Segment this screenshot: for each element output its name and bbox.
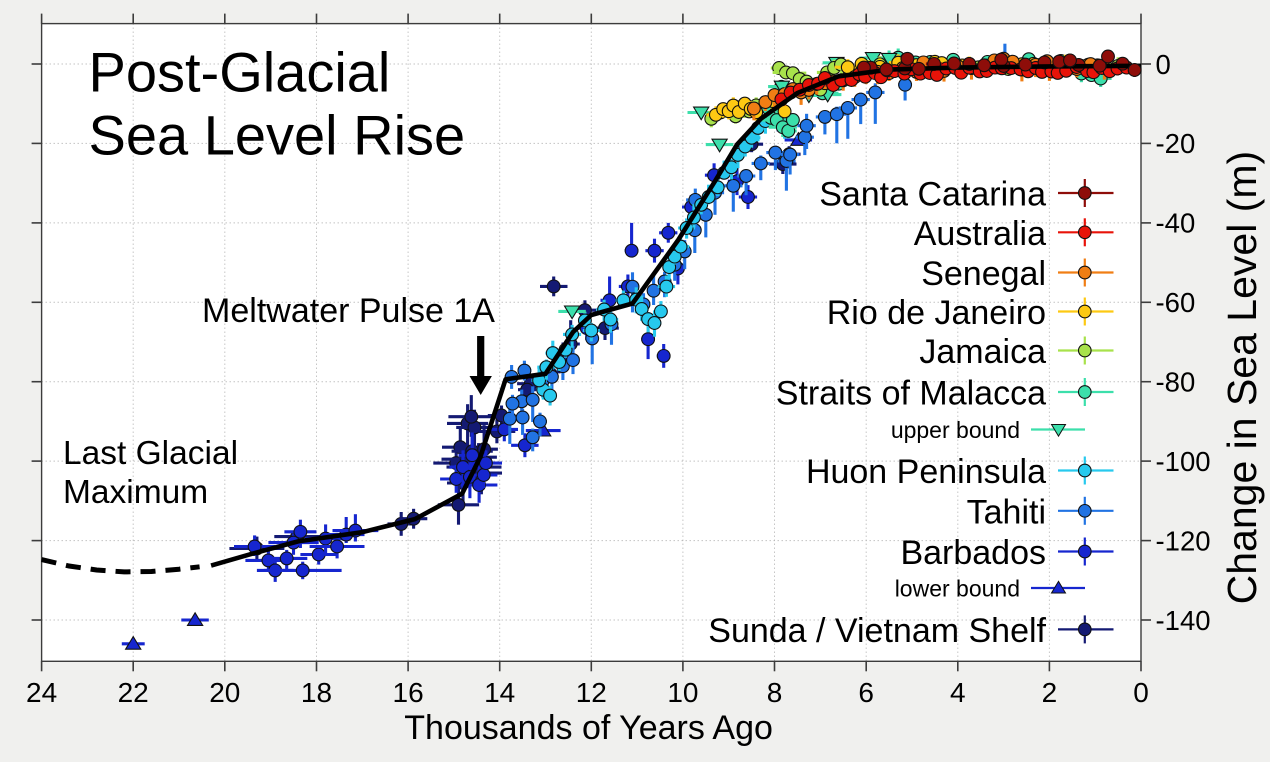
svg-text:Jamaica: Jamaica bbox=[919, 333, 1046, 371]
svg-text:Rio de Janeiro: Rio de Janeiro bbox=[827, 294, 1046, 332]
svg-text:16: 16 bbox=[393, 677, 424, 708]
svg-text:Santa Catarina: Santa Catarina bbox=[819, 176, 1046, 214]
svg-text:6: 6 bbox=[858, 677, 874, 708]
svg-text:-60: -60 bbox=[1156, 287, 1196, 318]
svg-text:8: 8 bbox=[767, 677, 783, 708]
svg-text:Straits of Malacca: Straits of Malacca bbox=[776, 375, 1046, 413]
svg-text:Senegal: Senegal bbox=[921, 255, 1046, 293]
svg-text:-140: -140 bbox=[1156, 605, 1211, 636]
svg-text:Sea Level Rise: Sea Level Rise bbox=[89, 104, 466, 167]
svg-text:Huon Peninsula: Huon Peninsula bbox=[806, 453, 1046, 491]
svg-text:Change in Sea Level (m): Change in Sea Level (m) bbox=[1219, 151, 1265, 605]
svg-text:24: 24 bbox=[26, 677, 57, 708]
svg-text:Barbados: Barbados bbox=[900, 534, 1046, 572]
svg-text:Australia: Australia bbox=[914, 215, 1046, 253]
svg-text:0: 0 bbox=[1133, 677, 1149, 708]
svg-text:-80: -80 bbox=[1156, 367, 1196, 398]
svg-text:4: 4 bbox=[950, 677, 966, 708]
svg-text:12: 12 bbox=[576, 677, 607, 708]
svg-text:22: 22 bbox=[118, 677, 149, 708]
svg-text:Last Glacial: Last Glacial bbox=[63, 435, 238, 472]
svg-text:20: 20 bbox=[209, 677, 240, 708]
svg-text:upper bound: upper bound bbox=[891, 417, 1020, 443]
svg-text:14: 14 bbox=[484, 677, 515, 708]
svg-text:-40: -40 bbox=[1156, 208, 1196, 239]
svg-text:Thousands of Years Ago: Thousands of Years Ago bbox=[404, 709, 773, 747]
svg-text:0: 0 bbox=[1156, 49, 1171, 80]
svg-text:-100: -100 bbox=[1156, 446, 1211, 477]
svg-text:lower bound: lower bound bbox=[895, 575, 1020, 601]
svg-text:2: 2 bbox=[1042, 677, 1058, 708]
svg-text:18: 18 bbox=[301, 677, 332, 708]
svg-text:-120: -120 bbox=[1156, 525, 1211, 556]
svg-text:10: 10 bbox=[667, 677, 698, 708]
svg-text:Post-Glacial: Post-Glacial bbox=[89, 41, 391, 104]
svg-text:Meltwater Pulse 1A: Meltwater Pulse 1A bbox=[202, 292, 495, 330]
svg-text:Maximum: Maximum bbox=[63, 474, 208, 511]
svg-text:Tahiti: Tahiti bbox=[967, 493, 1046, 531]
svg-text:Sunda / Vietnam Shelf: Sunda / Vietnam Shelf bbox=[708, 612, 1046, 650]
svg-text:-20: -20 bbox=[1156, 128, 1196, 159]
